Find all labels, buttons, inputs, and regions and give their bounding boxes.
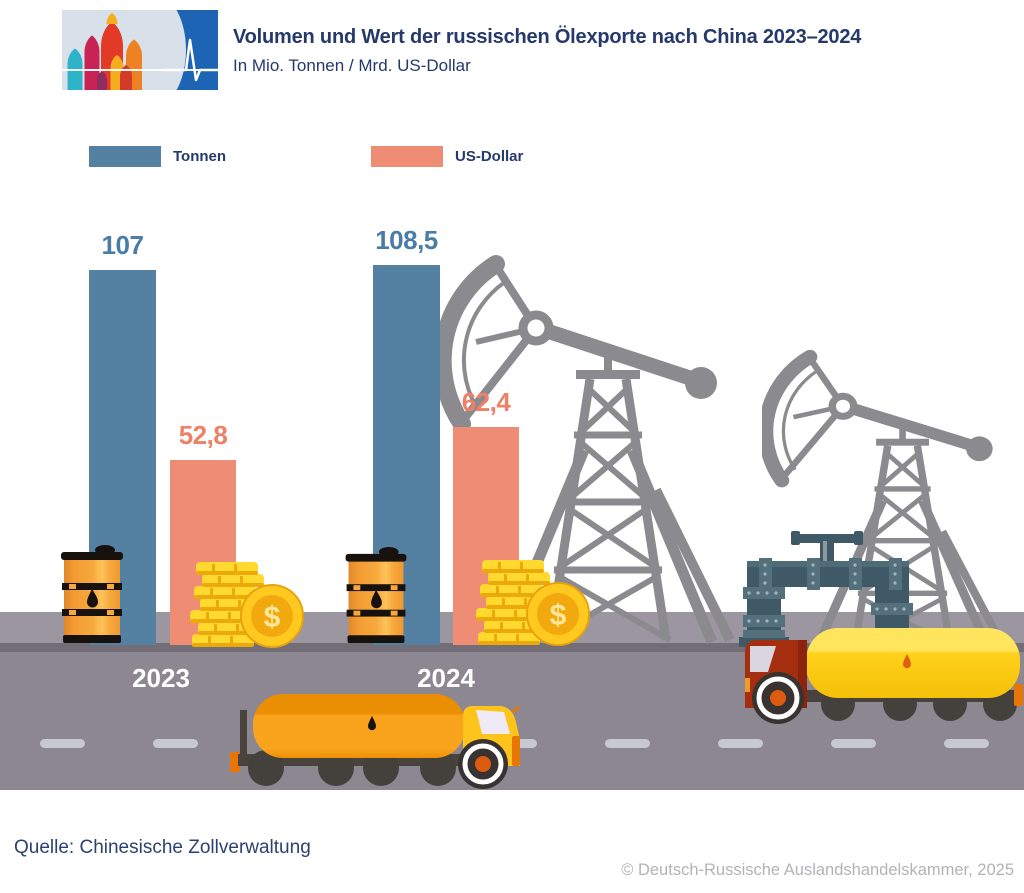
cathedral-icon: [67, 13, 142, 90]
category-label-2023: 2023: [132, 663, 190, 693]
legend-swatch-tonnen: [89, 146, 161, 167]
value-label-tonnen-2023: 107: [101, 230, 144, 260]
legend-swatch-usdollar: [371, 146, 443, 167]
value-label-usdollar-2023: 52,8: [178, 420, 228, 450]
value-label-tonnen-2024: 108,5: [375, 225, 438, 255]
coin-stack-icon: $: [190, 562, 304, 648]
value-label-usdollar-2024: 62,4: [461, 387, 511, 417]
road-edge-stripe: [0, 643, 1024, 652]
cathedral-logo-icon: [62, 10, 218, 90]
page-subtitle: In Mio. Tonnen / Mrd. US-Dollar: [233, 56, 471, 75]
svg-text:$: $: [264, 601, 281, 634]
coin-stack-icon: $: [476, 560, 590, 646]
oil-barrel-icon: [61, 545, 123, 643]
tanker-truck-icon: [745, 628, 1023, 724]
pipeline-valve-icon: [739, 531, 913, 647]
legend-label-usdollar: US-Dollar: [455, 148, 524, 165]
category-label-2024: 2024: [417, 663, 475, 693]
oil-barrel-icon: [345, 546, 407, 644]
page-title: Volumen und Wert der russischen Ölexport…: [233, 26, 862, 48]
logo-divider-line: [62, 69, 218, 71]
svg-text:$: $: [550, 599, 567, 632]
source-note: Quelle: Chinesische Zollverwaltung: [14, 837, 311, 858]
legend-label-tonnen: Tonnen: [173, 148, 227, 165]
heartbeat-icon: [162, 38, 218, 82]
tanker-truck-icon: [230, 694, 520, 789]
copyright-note: © Deutsch-Russische Auslandshandelskamme…: [621, 861, 1014, 879]
pumpjack-icon: [762, 349, 1008, 651]
